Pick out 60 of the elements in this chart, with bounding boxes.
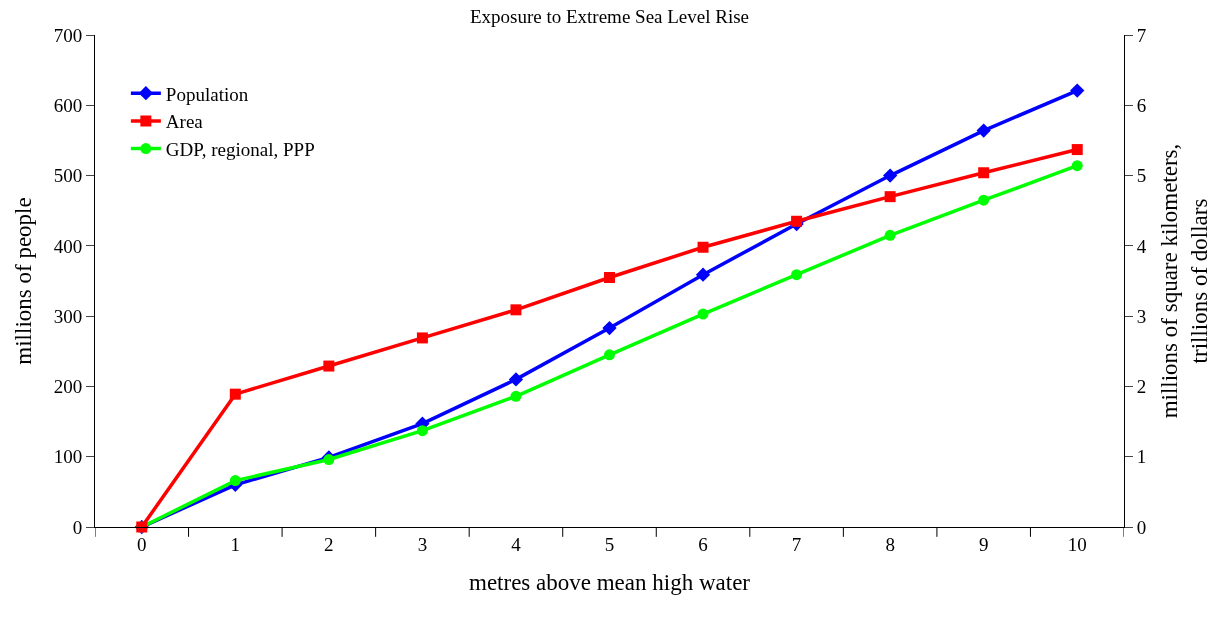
- point: [604, 271, 615, 283]
- point: [978, 167, 990, 179]
- point: [884, 229, 896, 241]
- y2-tick-label: 7: [1136, 24, 1147, 46]
- x-tick-label: 8: [885, 533, 895, 555]
- point: [229, 388, 241, 400]
- point: [1071, 144, 1083, 156]
- point: [697, 308, 709, 320]
- point: [604, 349, 615, 361]
- x-tick-label: 2: [324, 533, 334, 555]
- y-tick-label: 0: [72, 516, 83, 538]
- x-tick-label: 5: [604, 533, 615, 555]
- y2-tick-label: 6: [1136, 94, 1147, 116]
- point: [508, 372, 524, 387]
- y-tick-label: 400: [53, 235, 83, 257]
- x-tick-label: 1: [230, 533, 241, 555]
- y-tick-label: 100: [53, 446, 83, 468]
- point: [882, 168, 898, 183]
- y2-tick-label: 5: [1136, 165, 1147, 187]
- legend-label: Area: [165, 111, 204, 133]
- point: [602, 320, 617, 336]
- y2-axis-title: millions of square kilometers, trillions of dollars: [1157, 143, 1213, 419]
- point: [695, 267, 711, 282]
- point: [697, 241, 709, 253]
- y2-tick-label: 1: [1136, 446, 1147, 468]
- legend-label: GDP, regional, PPP: [165, 139, 315, 161]
- point: [1070, 83, 1085, 98]
- point: [978, 194, 990, 206]
- point: [416, 332, 428, 344]
- y2-tick-label: 2: [1136, 376, 1147, 398]
- y-axis-title: millions of people: [11, 197, 37, 365]
- y-tick-label: 200: [53, 376, 83, 398]
- x-tick-label: 4: [511, 533, 522, 555]
- x-tick-label: 3: [417, 533, 428, 555]
- y2-tick-label: 3: [1136, 305, 1147, 327]
- x-axis-title: metres above mean high water: [469, 570, 751, 596]
- x-tick-label: 10: [1067, 533, 1087, 555]
- y-tick-label: 500: [53, 165, 83, 187]
- y2-tick-label: 4: [1136, 235, 1147, 257]
- point: [416, 425, 428, 437]
- point: [510, 390, 522, 402]
- point: [976, 123, 991, 138]
- x-tick-label: 0: [137, 533, 147, 555]
- point: [323, 454, 335, 466]
- point: [323, 360, 335, 372]
- legend-label: Population: [165, 83, 249, 105]
- y-tick-label: 700: [53, 24, 83, 46]
- x-tick-label: 7: [791, 533, 802, 555]
- point: [1071, 160, 1083, 172]
- point: [884, 191, 896, 203]
- point: [791, 269, 803, 281]
- y2-tick-label: 0: [1136, 516, 1147, 538]
- y-tick-label: 600: [53, 94, 83, 116]
- point: [510, 304, 522, 316]
- x-tick-label: 6: [698, 533, 708, 555]
- point: [791, 215, 803, 227]
- x-tick-label: 9: [978, 533, 989, 555]
- y-tick-label: 300: [53, 305, 83, 327]
- chart-title: Exposure to Extreme Sea Level Rise: [469, 5, 750, 27]
- point: [229, 475, 241, 487]
